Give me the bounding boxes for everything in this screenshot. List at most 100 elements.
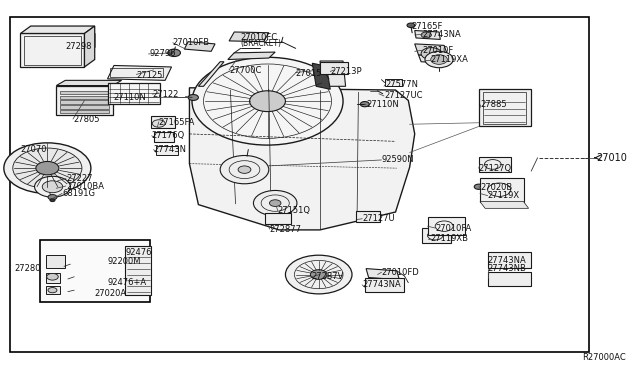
Polygon shape	[419, 55, 449, 63]
Bar	[60, 91, 109, 94]
Text: 27010BA: 27010BA	[66, 182, 104, 190]
Text: 27743NA: 27743NA	[422, 30, 461, 39]
Circle shape	[48, 288, 57, 293]
Bar	[125, 246, 151, 295]
Text: 27010F: 27010F	[422, 46, 454, 55]
Circle shape	[50, 199, 55, 202]
Polygon shape	[108, 65, 172, 80]
Circle shape	[220, 155, 269, 184]
Text: 27010FC: 27010FC	[240, 33, 277, 42]
Bar	[488, 252, 531, 268]
Text: 272877: 272877	[269, 225, 301, 234]
Text: 27577N: 27577N	[385, 80, 419, 89]
Bar	[320, 62, 348, 74]
Bar	[422, 228, 451, 243]
Polygon shape	[415, 44, 448, 57]
Circle shape	[152, 120, 165, 127]
Text: 27110N: 27110N	[366, 100, 399, 109]
Circle shape	[13, 148, 82, 188]
Circle shape	[168, 49, 180, 57]
Circle shape	[36, 161, 59, 175]
Circle shape	[4, 143, 91, 193]
Bar	[40, 240, 150, 302]
Bar	[60, 105, 109, 109]
Polygon shape	[415, 31, 440, 39]
Bar	[108, 83, 160, 104]
Polygon shape	[198, 62, 224, 86]
Bar	[156, 146, 178, 155]
Text: 27010: 27010	[596, 153, 627, 163]
Circle shape	[285, 255, 352, 294]
Circle shape	[360, 102, 369, 107]
Text: 27805: 27805	[73, 115, 99, 124]
Circle shape	[250, 91, 285, 112]
Polygon shape	[228, 52, 275, 60]
Bar	[385, 79, 402, 86]
Text: 27165F: 27165F	[412, 22, 443, 31]
Text: 92476: 92476	[125, 248, 152, 257]
Polygon shape	[229, 32, 269, 42]
Circle shape	[192, 57, 343, 145]
Text: 92590N: 92590N	[381, 155, 414, 164]
Circle shape	[188, 94, 198, 100]
Bar	[20, 33, 84, 67]
Bar	[365, 278, 404, 292]
Text: 27743NA: 27743NA	[488, 256, 527, 265]
Circle shape	[48, 195, 57, 200]
Text: 27151Q: 27151Q	[278, 206, 311, 215]
Text: 27743N: 27743N	[154, 145, 187, 154]
Polygon shape	[20, 26, 95, 33]
Text: 27743NB: 27743NB	[488, 264, 527, 273]
Text: 27227: 27227	[66, 174, 92, 183]
Text: 27010FA: 27010FA	[435, 224, 472, 232]
Bar	[428, 217, 465, 235]
Text: 27176Q: 27176Q	[152, 131, 185, 140]
Text: 92476+A: 92476+A	[108, 278, 147, 287]
Text: (BRACKET): (BRACKET)	[240, 39, 281, 48]
Bar	[356, 211, 380, 222]
Circle shape	[269, 200, 281, 206]
Circle shape	[407, 23, 415, 28]
Bar	[154, 132, 174, 142]
Text: 27298: 27298	[65, 42, 92, 51]
Bar	[488, 272, 531, 286]
Text: 27280: 27280	[14, 264, 40, 273]
Text: 27885: 27885	[481, 100, 508, 109]
Bar	[46, 286, 60, 294]
Bar	[60, 96, 109, 99]
Text: 68191G: 68191G	[62, 189, 95, 198]
Bar	[56, 86, 113, 115]
Bar	[60, 110, 109, 113]
Text: 27119XA: 27119XA	[430, 55, 468, 64]
Bar	[110, 68, 163, 77]
Circle shape	[47, 273, 58, 280]
Text: 27287V: 27287V	[311, 272, 344, 281]
Text: 27125: 27125	[136, 71, 163, 80]
Bar	[151, 116, 175, 128]
Polygon shape	[366, 269, 399, 280]
Circle shape	[310, 270, 327, 279]
Text: 27119XB: 27119XB	[430, 234, 468, 243]
Circle shape	[425, 51, 453, 68]
Polygon shape	[56, 80, 122, 86]
Text: 27015: 27015	[296, 69, 322, 78]
Text: 27127UC: 27127UC	[384, 92, 422, 100]
Bar	[46, 273, 60, 283]
Circle shape	[421, 32, 431, 38]
Circle shape	[238, 166, 251, 173]
Polygon shape	[84, 26, 95, 67]
Text: 27020B: 27020B	[481, 183, 513, 192]
Text: 27119X: 27119X	[488, 191, 520, 200]
Bar	[265, 213, 291, 224]
Bar	[46, 255, 65, 268]
Text: 27010FB: 27010FB	[173, 38, 210, 47]
Text: 27700C: 27700C	[229, 66, 262, 75]
Text: 27122: 27122	[152, 90, 179, 99]
Text: 27127U: 27127U	[362, 214, 395, 223]
Circle shape	[253, 190, 297, 216]
Text: 92200M: 92200M	[108, 257, 141, 266]
Circle shape	[35, 176, 70, 197]
Text: 27110N: 27110N	[113, 93, 146, 102]
Text: 27070: 27070	[20, 145, 47, 154]
Text: 27213P: 27213P	[330, 67, 362, 76]
